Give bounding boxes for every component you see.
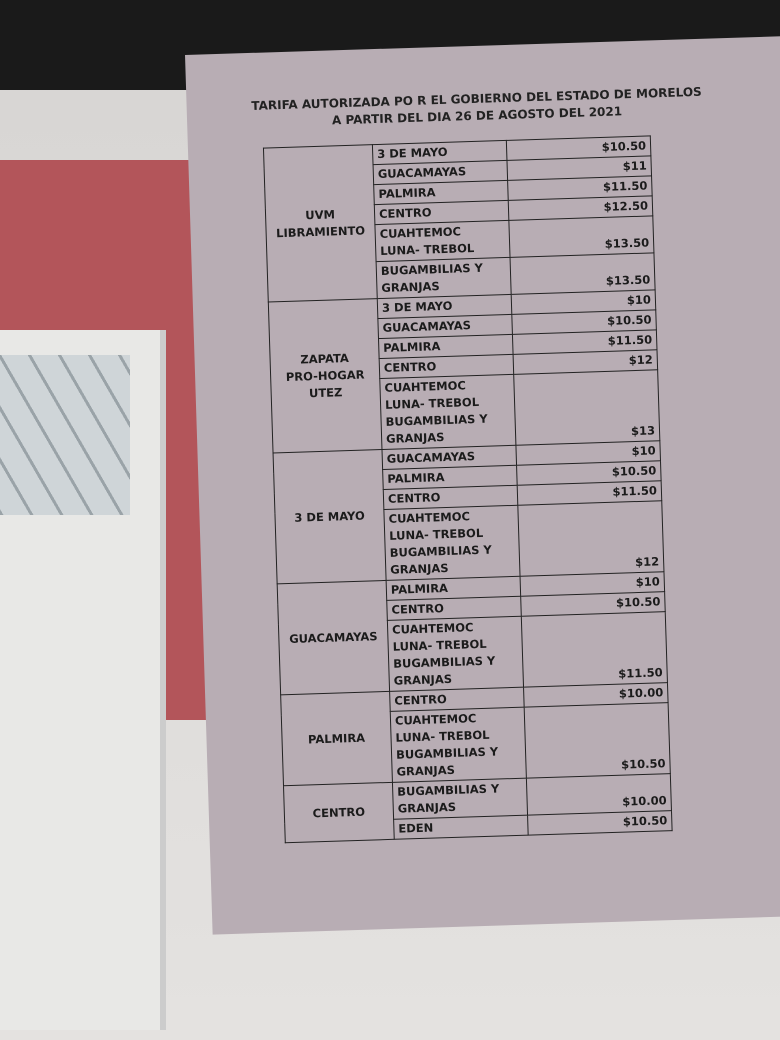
fare-table: UVM LIBRAMIENTO 3 DE MAYO $10.50 GUACAMAYAS $… [263,135,673,843]
destination-line: GRANJAS [381,279,440,295]
destination-line: PALMIRA [378,185,436,201]
origin-cell: ZAPATA PRO-HOGAR UTEZ [268,298,382,453]
destination-line: PALMIRA [390,581,449,597]
window [0,355,130,515]
price: $11.50 [618,665,663,681]
destination-cell: CUAHTEMOC LUNA- TREBOL BUGAMBILIAS Y GRANJA… [390,707,527,783]
destination-line: EDEN [398,820,434,836]
price: $10.00 [618,685,664,701]
destination-line: GRANJAS [385,430,445,446]
destination-line: GRANJAS [397,799,457,816]
price-cell: $13.50 [508,215,654,258]
price: $11.50 [602,178,648,194]
price: $10 [631,443,656,459]
destination-line: CENTRO [391,601,445,617]
destination-cell: BUGAMBILIAS Y GRANJAS [376,257,512,299]
origin-line: UTEZ [308,384,343,400]
price: $10.00 [622,793,667,809]
destination-line: GRANJAS [393,671,453,688]
price-cell: $13.50 [510,252,656,295]
price: $12.50 [603,198,649,214]
price: $10.50 [611,463,657,479]
destination-line: GUACAMAYAS [382,318,472,335]
origin-cell: UVM LIBRAMIENTO [263,144,378,303]
destination-line: PALMIRA [383,339,441,355]
destination-cell: CUAHTEMOC LUNA- TREBOL BUGAMBILIAS Y GRANJA… [383,505,521,581]
destination-line: CENTRO [387,490,441,506]
destination-line: CENTRO [394,692,447,708]
destination-line: 3 DE MAYO [381,298,453,315]
destination-line: 3 DE MAYO [376,144,448,162]
destination-cell: CUAHTEMOC LUNA- TREBOL [374,220,511,262]
origin-cell: 3 DE MAYO [273,449,387,584]
price: $10.50 [606,312,652,328]
price: $10.50 [620,756,666,772]
price-cell: $10.00 [526,773,672,816]
price-cell: $13 [513,369,660,446]
destination-line: GRANJAS [390,560,449,577]
price-cell: $10.50 [524,702,671,779]
price-cell: $11.50 [521,611,668,688]
destination-line: CENTRO [378,205,432,221]
price-cell: $12 [517,500,664,577]
price: $13.50 [605,272,651,288]
destination-line: GUACAMAYAS [377,164,467,181]
price: $12 [634,554,660,570]
destination-line: GUACAMAYAS [386,449,476,466]
price: $11.50 [607,332,653,348]
price: $11.50 [612,483,658,499]
origin-line: PRO-HOGAR [285,367,365,384]
price: $12 [628,352,654,368]
destination-line: LUNA- TREBOL [380,241,475,258]
price: $10.50 [615,594,661,610]
origin-cell: PALMIRA [280,691,393,786]
destination-cell: EDEN [393,815,529,840]
origin-line: LIBRAMIENTO [275,222,366,240]
origin-line: CENTRO [312,804,366,820]
destination-cell: CUAHTEMOC LUNA- TREBOL BUGAMBILIAS Y GRANJA… [387,616,524,692]
origin-line: PALMIRA [307,730,366,746]
price-cell: $10.50 [527,810,673,836]
title: TARIFA AUTORIZADA PO R EL GOBIERNO DEL E… [226,83,727,133]
destination-line: CENTRO [383,359,437,375]
price: $10.50 [622,813,668,829]
paper-sheet: TARIFA AUTORIZADA PO R EL GOBIERNO DEL E… [185,36,780,935]
origin-cell: CENTRO [283,782,395,843]
destination-line: PALMIRA [387,470,445,486]
destination-cell: CUAHTEMOC LUNA- TREBOL BUGAMBILIAS Y GRANJA… [379,374,516,450]
origin-cell: GUACAMAYAS [277,580,390,695]
price: $10 [635,574,660,590]
price: $13.50 [604,235,650,251]
price: $11 [622,158,647,174]
price: $10.50 [601,138,647,154]
price: $13 [630,423,656,439]
destination-cell: BUGAMBILIAS Y GRANJAS [392,778,528,820]
price: $10 [626,292,652,308]
origin-line: 3 DE MAYO [294,508,365,525]
origin-line: GUACAMAYAS [288,628,378,646]
destination-line: GRANJAS [396,762,456,779]
